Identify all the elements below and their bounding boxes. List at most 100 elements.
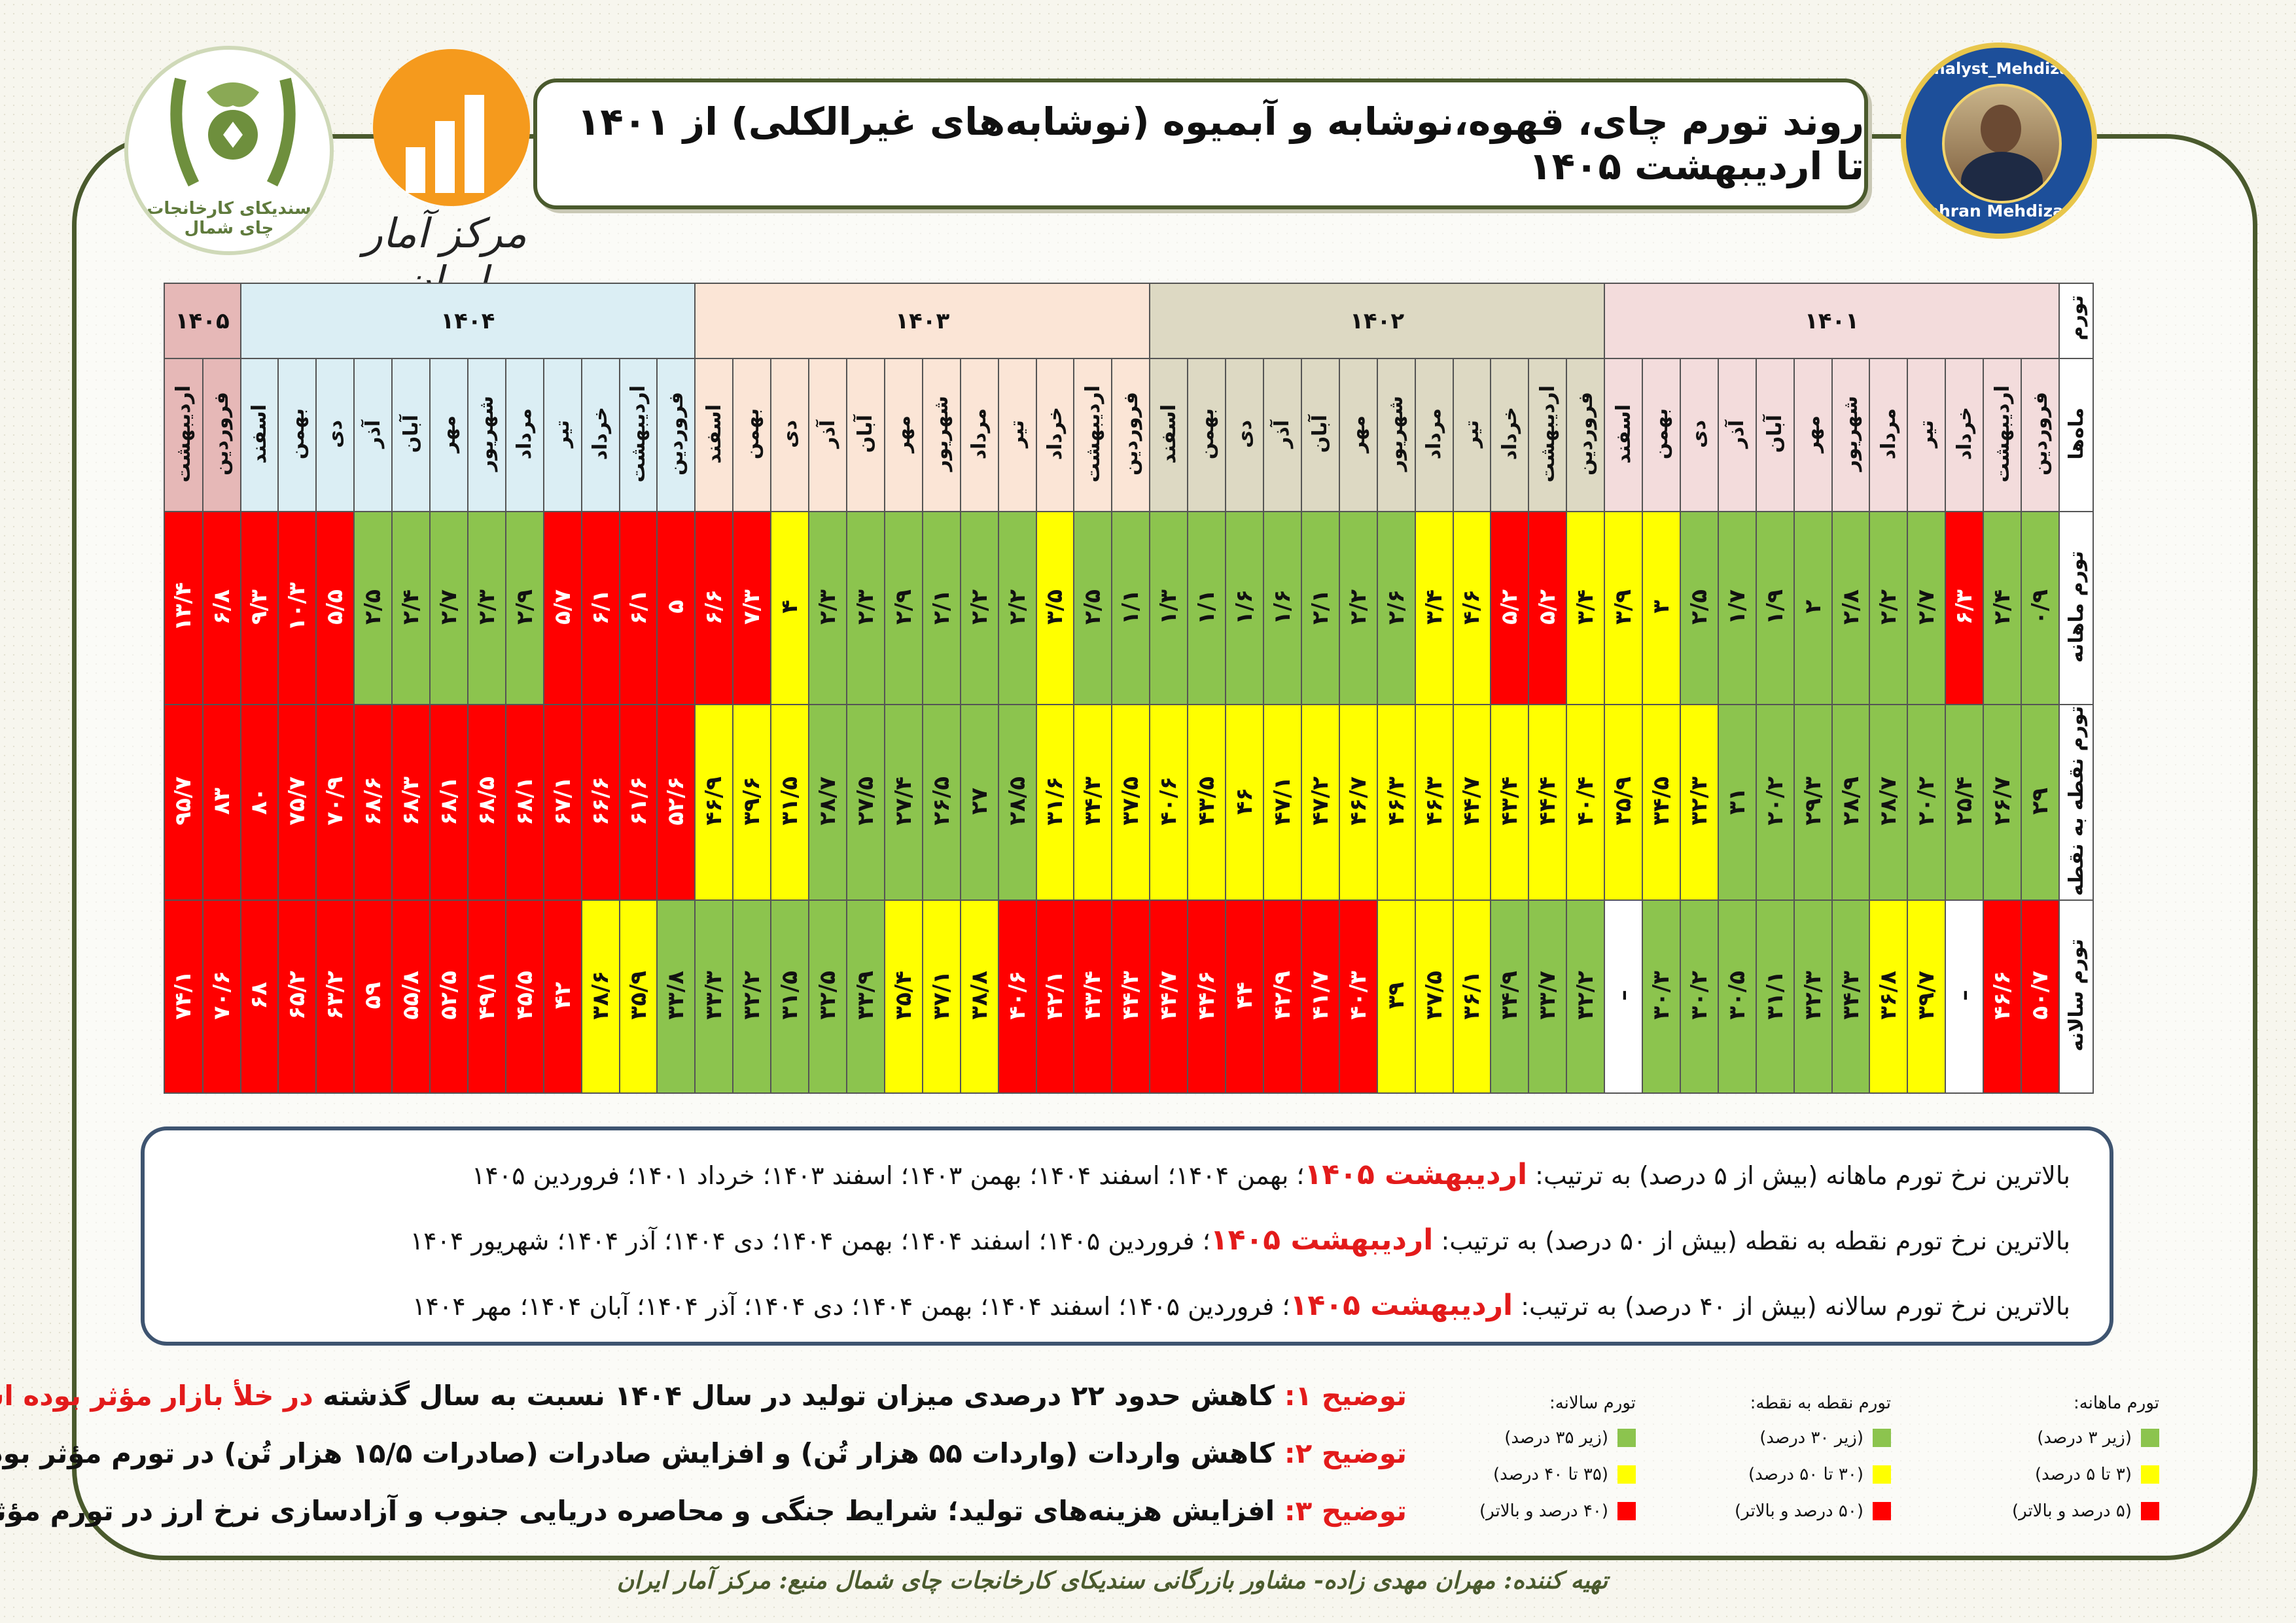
legend-item: (۵۰ درصد و بالاتر) bbox=[1695, 1493, 1891, 1529]
p2p-value: ۴۷/۱ bbox=[1262, 703, 1302, 901]
red-swatch bbox=[1873, 1502, 1891, 1520]
p2p-value: ۲۹/۳ bbox=[1793, 703, 1833, 901]
month-header: دی bbox=[770, 358, 810, 513]
p2p-value: ۲۶/۷ bbox=[1983, 703, 2022, 901]
p2p-value: ۷۵/۷ bbox=[277, 703, 317, 901]
monthly-value: ۴/۶ bbox=[1452, 511, 1492, 705]
month-header: مرداد bbox=[1869, 358, 1909, 513]
monthly-value: ۱/۳ bbox=[1149, 511, 1189, 705]
monthly-value: ۲/۹ bbox=[504, 511, 544, 705]
p2p-value: ۶۱/۶ bbox=[618, 703, 658, 901]
month-header: تیر bbox=[542, 358, 582, 513]
monthly-value: ۵/۵ bbox=[315, 511, 355, 705]
p2p-value: ۴۶ bbox=[1225, 703, 1264, 901]
monthly-value: ۶/۶ bbox=[694, 511, 734, 705]
p2p-value: ۵۲/۶ bbox=[656, 703, 696, 901]
month-header: آذر bbox=[1717, 358, 1757, 513]
monthly-value: ۷/۳ bbox=[732, 511, 772, 705]
p2p-value: ۲۸/۷ bbox=[1869, 703, 1909, 901]
p2p-value: ۲۸/۹ bbox=[1831, 703, 1871, 901]
explanations: توضیح ۱: کاهش حدود ۲۲ درصدی میزان تولید … bbox=[0, 1367, 1407, 1540]
monthly-value: ۳/۹ bbox=[1604, 511, 1644, 705]
month-header: اسفند bbox=[239, 358, 279, 513]
annual-value: – bbox=[1945, 899, 1985, 1094]
month-header: اردیبهشت bbox=[1073, 358, 1113, 513]
legend-title: تورم نقطه به نقطه: bbox=[1750, 1393, 1891, 1413]
red-swatch bbox=[1617, 1502, 1636, 1520]
annual-value: ۳۱/۵ bbox=[770, 899, 810, 1094]
monthly-value: ۶/۱ bbox=[580, 511, 620, 705]
legend-item: (زیر ۳ درصد) bbox=[1963, 1420, 2159, 1456]
monthly-value: ۲/۹ bbox=[883, 511, 923, 705]
notes-box: بالاترین نرخ تورم ماهانه (بیش از ۵ درصد)… bbox=[141, 1126, 2113, 1346]
p2p-value: ۳۵/۹ bbox=[1604, 703, 1644, 901]
explanation-1: توضیح ۱: کاهش حدود ۲۲ درصدی میزان تولید … bbox=[0, 1380, 1407, 1412]
annual-value: ۴۲/۱ bbox=[1035, 899, 1075, 1094]
annual-value: ۳۱/۱ bbox=[1755, 899, 1795, 1094]
p2p-value: ۲۰/۲ bbox=[1755, 703, 1795, 901]
month-header: مهر bbox=[1793, 358, 1833, 513]
annual-value: – bbox=[1604, 899, 1644, 1094]
p2p-value: ۴۰/۴ bbox=[1566, 703, 1606, 901]
annual-value: ۴۲ bbox=[542, 899, 582, 1094]
year-header: ۱۴۰۲ bbox=[1149, 282, 1606, 360]
month-header: تیر bbox=[1907, 358, 1947, 513]
p2p-value: ۴۳/۴ bbox=[1490, 703, 1530, 901]
monthly-row: تورم ماهانه ۰/۹ ۲/۴ ۶/۳ ۲/۷ ۲/۲ ۲/۸ ۲ ۱/۹ ۱/۷ ۲/۵… bbox=[164, 511, 2094, 705]
month-header: مرداد bbox=[504, 358, 544, 513]
year-header: ۱۴۰۳ bbox=[694, 282, 1151, 360]
monthly-value: ۵ bbox=[656, 511, 696, 705]
month-header: خرداد bbox=[1490, 358, 1530, 513]
monthly-value: ۱۰/۳ bbox=[277, 511, 317, 705]
monthly-value: ۲/۵ bbox=[353, 511, 393, 705]
month-header: اردیبهشت bbox=[1983, 358, 2022, 513]
p2p-value: ۲۰/۲ bbox=[1907, 703, 1947, 901]
legend-p2p: تورم نقطه به نقطه: (زیر ۳۰ درصد) (۳۰ تا … bbox=[1695, 1387, 1891, 1529]
note-monthly: بالاترین نرخ تورم ماهانه (بیش از ۵ درصد)… bbox=[471, 1158, 2070, 1191]
annual-value: ۴۱/۷ bbox=[1300, 899, 1340, 1094]
p2p-value: ۴۶/۷ bbox=[1338, 703, 1378, 901]
annual-value: ۵۰/۷ bbox=[2021, 899, 2060, 1094]
analyst-logo: @Analyst_Mehdizade Mehran Mehdizade bbox=[1901, 43, 2097, 239]
union-caption: سندیکای کارخانجات چای شمال bbox=[147, 199, 311, 238]
monthly-value: ۲/۷ bbox=[1907, 511, 1947, 705]
title-text: روند تورم چای، قهوه،نوشابه و آبمیوه (نوش… bbox=[576, 99, 1864, 188]
monthly-value: ۹/۳ bbox=[239, 511, 279, 705]
monthly-value: ۱/۶ bbox=[1262, 511, 1302, 705]
p2p-value: ۲۷/۴ bbox=[883, 703, 923, 901]
p2p-value: ۶۶/۶ bbox=[580, 703, 620, 901]
legend-item: (۳ تا ۵ درصد) bbox=[1963, 1456, 2159, 1493]
monthly-value: ۲/۲ bbox=[1869, 511, 1909, 705]
annual-value: ۶۳/۲ bbox=[315, 899, 355, 1094]
p2p-value: ۲۵/۴ bbox=[1945, 703, 1985, 901]
annual-value: ۵۲/۵ bbox=[429, 899, 468, 1094]
month-header: دی bbox=[1225, 358, 1264, 513]
annual-value: ۳۰/۵ bbox=[1717, 899, 1757, 1094]
annual-value: ۳۳/۷ bbox=[1528, 899, 1568, 1094]
monthly-value: ۵/۲ bbox=[1528, 511, 1568, 705]
monthly-value: ۶/۳ bbox=[1945, 511, 1985, 705]
monthly-value: ۳ bbox=[1642, 511, 1681, 705]
month-header: فروردین bbox=[1566, 358, 1606, 513]
p2p-value: ۲۸/۷ bbox=[808, 703, 847, 901]
p2p-value: ۴۰/۶ bbox=[1149, 703, 1189, 901]
legend-item: (۴۰ درصد و بالاتر) bbox=[1439, 1493, 1636, 1529]
annual-value: ۳۴/۹ bbox=[1490, 899, 1530, 1094]
legend-monthly: تورم ماهانه: (زیر ۳ درصد) (۳ تا ۵ درصد) … bbox=[1963, 1387, 2159, 1529]
p2p-value: ۴۶/۹ bbox=[694, 703, 734, 901]
month-header: اردیبهشت bbox=[164, 358, 203, 513]
month-header: فروردین bbox=[656, 358, 696, 513]
p2p-value: ۴۶/۳ bbox=[1376, 703, 1416, 901]
year-row: تورم ۱۴۰۱ ۱۴۰۲ ۱۴۰۳ ۱۴۰۴ ۱۴۰۵ bbox=[164, 282, 2094, 360]
monthly-value: ۲/۶ bbox=[1376, 511, 1416, 705]
p2p-value: ۷۰/۹ bbox=[315, 703, 355, 901]
annual-value: ۳۶/۸ bbox=[1869, 899, 1909, 1094]
annual-value: ۴۴/۳ bbox=[1111, 899, 1151, 1094]
explanation-2: توضیح ۲: کاهش واردات (واردات ۵۵ هزار تُن… bbox=[0, 1437, 1407, 1469]
p2p-value: ۳۲/۳ bbox=[1679, 703, 1719, 901]
red-swatch bbox=[2141, 1502, 2159, 1520]
annual-value: ۳۷/۵ bbox=[1414, 899, 1454, 1094]
tea-leaf-icon bbox=[170, 77, 296, 187]
annual-value: ۳۲/۳ bbox=[1793, 899, 1833, 1094]
annual-value: ۴۶/۶ bbox=[1983, 899, 2022, 1094]
